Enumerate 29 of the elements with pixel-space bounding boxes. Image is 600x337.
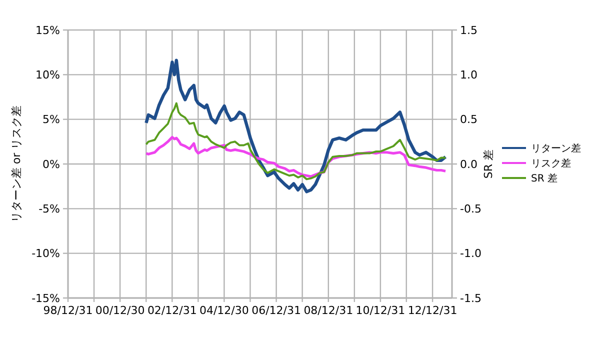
y-tick-label: 5%: [42, 113, 60, 126]
y2-tick-label: 0.0: [460, 158, 478, 171]
y2-tick-label: 1.0: [460, 68, 478, 82]
x-tick-label: 06/12/31: [252, 304, 301, 317]
legend-label: SR 差: [531, 172, 558, 184]
y2-tick-label: 0.5: [460, 113, 478, 126]
y-tick-label: 0%: [42, 158, 60, 171]
x-tick-label: 04/12/30: [199, 304, 249, 317]
x-tick-label: 12/12/31: [408, 304, 458, 317]
y2-axis-title: SR 差: [482, 149, 495, 179]
y2-tick-label: -1.0: [460, 247, 482, 260]
x-tick-label: 00/12/30: [95, 304, 145, 317]
x-tick-label: 10/12/31: [356, 304, 406, 317]
y-tick-label: -15%: [32, 292, 60, 305]
y2-tick-label: -1.5: [460, 292, 482, 305]
line-series: [145, 102, 447, 180]
y-tick-label: -10%: [32, 247, 60, 260]
y-tick-label: 15%: [36, 24, 60, 37]
y-tick-label: -5%: [38, 202, 60, 216]
x-tick-label: 98/12/31: [43, 304, 93, 317]
y-tick-label: 10%: [36, 68, 60, 82]
y-axis-title: リターン差 or リスク差: [10, 105, 23, 223]
legend-label: リターン差: [531, 142, 581, 154]
line-series: [144, 58, 448, 194]
x-tick-label: 08/12/31: [304, 304, 354, 317]
y2-tick-label: -0.5: [460, 202, 482, 216]
x-tick-label: 02/12/31: [147, 304, 197, 317]
y2-tick-label: 1.5: [460, 24, 478, 37]
legend-label: リスク差: [531, 158, 571, 170]
